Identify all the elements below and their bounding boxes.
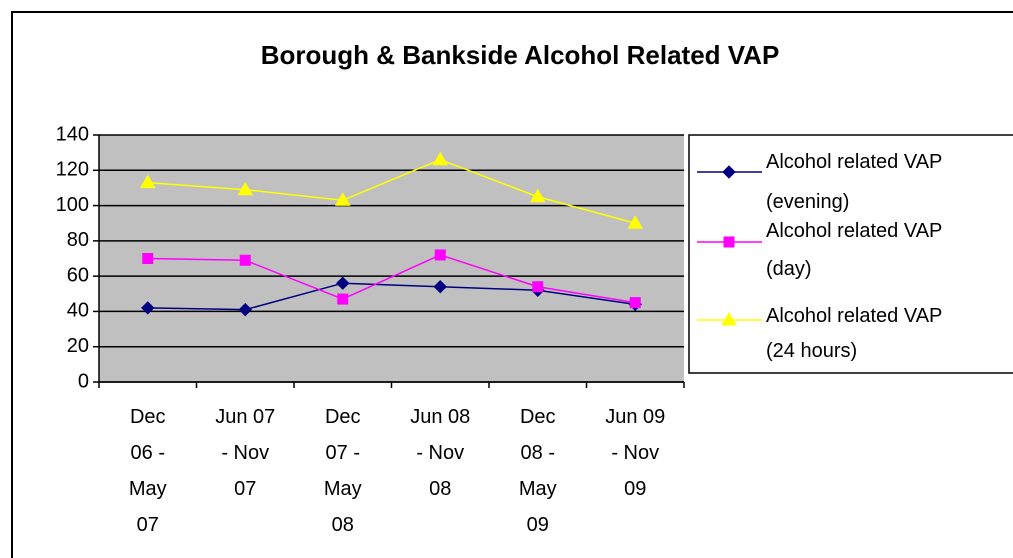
x-tick-label: Jun 08- Nov 08 <box>410 406 470 500</box>
data-point <box>529 188 546 203</box>
line-series <box>147 282 636 311</box>
legend-box <box>688 134 1013 374</box>
line-series <box>147 254 636 304</box>
plot-area <box>99 135 684 382</box>
data-point <box>142 253 154 264</box>
data-point <box>139 174 156 189</box>
data-point <box>629 297 641 309</box>
legend-label: Alcohol related VAP (evening) <box>766 151 942 213</box>
chart-title: Borough & Bankside Alcohol Related VAP <box>261 40 780 70</box>
x-tick-label: Jun 07- Nov 07 <box>215 406 275 500</box>
x-tick-label: Dec 08 -May 09 <box>519 406 557 536</box>
data-point <box>336 276 350 290</box>
legend-marker <box>722 165 736 179</box>
line-series <box>147 158 636 224</box>
y-tick-label: 60 <box>67 264 89 286</box>
y-tick-label: 80 <box>67 229 89 251</box>
y-tick-label: 0 <box>78 370 89 392</box>
y-tick-label: 20 <box>67 335 89 357</box>
y-tick-label: 40 <box>67 300 89 322</box>
data-point <box>239 254 251 266</box>
legend-marker <box>723 236 735 248</box>
data-point <box>434 249 446 261</box>
y-tick-label: 100 <box>56 194 89 216</box>
data-point <box>141 301 155 315</box>
data-point <box>238 302 252 317</box>
data-point <box>432 151 449 166</box>
data-point <box>532 281 544 293</box>
y-tick-label: 120 <box>56 159 89 181</box>
data-point <box>334 192 351 206</box>
legend-label: Alcohol related VAP (24 hours) <box>766 305 942 362</box>
legend-marker <box>721 312 737 326</box>
x-tick-label: Dec 06 -May 07 <box>129 406 167 536</box>
data-point <box>337 293 349 305</box>
data-point <box>237 181 254 196</box>
data-point <box>433 280 447 294</box>
y-tick-label: 140 <box>56 123 89 145</box>
x-tick-label: Dec 07 -May 08 <box>324 406 362 536</box>
x-tick-label: Jun 09- Nov 09 <box>605 406 665 500</box>
legend-label: Alcohol related VAP (day) <box>766 220 942 280</box>
data-point <box>627 215 644 229</box>
